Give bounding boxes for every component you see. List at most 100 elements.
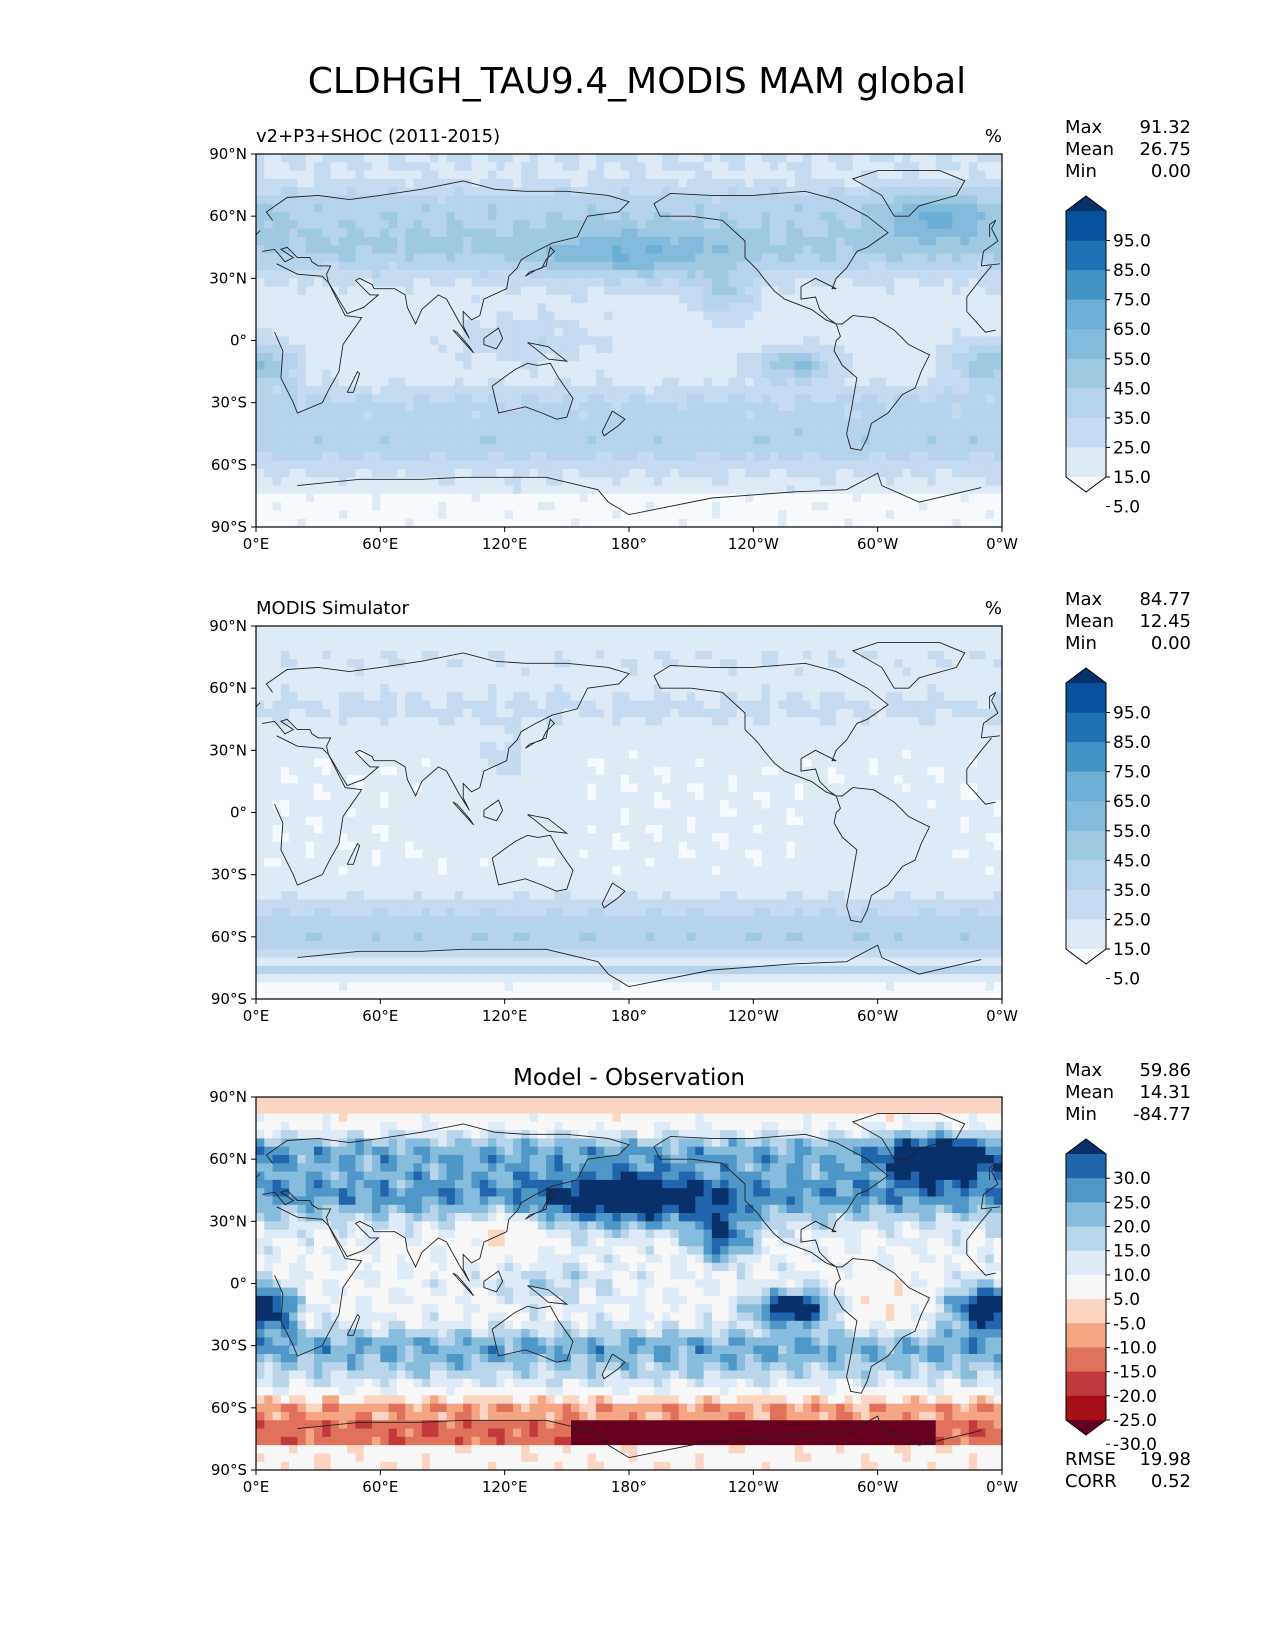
heat-cell <box>919 203 928 213</box>
heat-cell <box>993 667 1002 677</box>
heat-cell <box>885 468 895 478</box>
heat-cell <box>968 170 978 180</box>
heat-cell <box>968 162 978 172</box>
heat-cell <box>355 402 365 412</box>
heat-cell <box>305 286 315 296</box>
heat-cell <box>297 477 307 487</box>
heat-cell <box>753 270 763 279</box>
heat-cell <box>629 659 638 669</box>
heat-cell <box>322 410 332 420</box>
heat-cell <box>612 377 622 387</box>
heat-cell <box>645 485 655 495</box>
heat-cell <box>629 675 638 685</box>
heat-cell <box>720 377 730 387</box>
heat-cell <box>388 468 398 478</box>
heat-cell <box>645 245 655 255</box>
heat-cell <box>943 154 953 163</box>
heat-cell <box>405 228 415 238</box>
heat-cell <box>678 485 688 495</box>
heat-cell <box>454 228 464 238</box>
heat-cell <box>413 493 423 503</box>
heat-cell <box>869 394 879 404</box>
heat-cell <box>769 278 779 288</box>
heat-cell <box>786 278 796 288</box>
heat-cell <box>769 659 779 669</box>
heat-cell <box>720 386 730 395</box>
heat-cell <box>612 684 622 693</box>
heat-cell <box>885 245 895 255</box>
heat-cell <box>388 452 398 462</box>
heat-cell <box>629 452 638 462</box>
heat-cell <box>827 460 837 470</box>
heat-cell <box>629 444 638 453</box>
heat-cell <box>869 642 879 652</box>
heat-cell <box>861 435 870 445</box>
heat-cell <box>330 294 340 304</box>
heat-cell <box>968 634 978 644</box>
heat-cell <box>977 278 987 288</box>
heat-cell <box>604 361 614 371</box>
heat-cell <box>728 286 738 296</box>
heat-cell <box>280 510 290 520</box>
heat-cell <box>372 659 381 669</box>
heat-cell <box>869 419 879 429</box>
heat-cell <box>852 510 862 520</box>
heat-cell <box>769 502 779 512</box>
heat-cell <box>546 228 555 238</box>
heat-cell <box>811 212 821 221</box>
heat-cell <box>421 634 431 644</box>
heat-cell <box>388 427 398 437</box>
heat-cell <box>736 319 746 329</box>
heat-cell <box>977 170 987 180</box>
heat-cell <box>272 510 282 520</box>
heat-cell <box>678 369 688 379</box>
heat-cell <box>736 178 746 188</box>
heat-cell <box>314 427 323 437</box>
heat-cell <box>662 162 672 172</box>
heat-cell <box>844 650 854 660</box>
heat-cell <box>869 236 879 246</box>
heat-cell <box>529 253 539 263</box>
heat-cell <box>488 634 497 644</box>
heat-cell <box>347 493 357 503</box>
heat-cell <box>952 195 962 205</box>
heat-cell <box>347 154 357 163</box>
heat-cell <box>769 303 779 313</box>
heat-cell <box>952 435 962 445</box>
heat-cell <box>678 278 688 288</box>
heat-cell <box>280 328 290 337</box>
heat-cell <box>736 212 746 221</box>
heat-cell <box>297 195 307 205</box>
heat-cell <box>645 369 655 379</box>
heat-cell <box>852 460 862 470</box>
heat-cell <box>927 684 937 693</box>
heat-cell <box>256 460 265 470</box>
heat-cell <box>703 692 713 702</box>
heat-cell <box>421 435 431 445</box>
heat-cell <box>272 377 282 387</box>
heat-cell <box>869 410 879 420</box>
heat-cell <box>322 344 332 354</box>
heat-cell <box>338 394 348 404</box>
heat-cell <box>629 468 638 478</box>
heat-cell <box>554 667 564 677</box>
heat-cell <box>554 386 564 395</box>
heat-cell <box>330 410 340 420</box>
heat-cell <box>280 675 290 685</box>
heat-cell <box>993 328 1002 337</box>
heat-cell <box>753 394 763 404</box>
heat-cell <box>604 460 614 470</box>
heat-cell <box>629 344 638 354</box>
heat-cell <box>256 667 265 677</box>
heat-cell <box>479 419 489 429</box>
heat-cell <box>347 352 357 362</box>
heat-cell <box>330 220 340 230</box>
heat-cell <box>786 270 796 279</box>
heat-cell <box>338 634 348 644</box>
heat-cell <box>438 369 448 379</box>
heat-cell <box>711 170 721 180</box>
heat-cell <box>280 245 290 255</box>
heat-cell <box>537 634 547 644</box>
heat-cell <box>794 336 804 346</box>
heat-cell <box>728 187 738 197</box>
